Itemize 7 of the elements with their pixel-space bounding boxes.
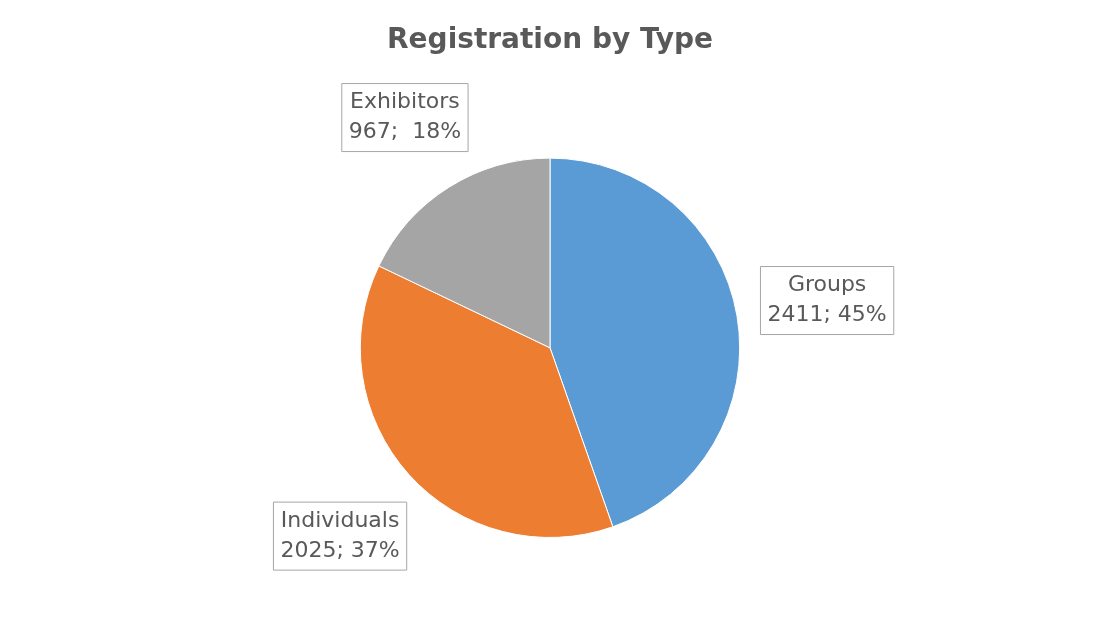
- data-label: 967; 18%: [348, 118, 462, 144]
- slice-label: Individuals: [280, 506, 400, 532]
- slice-label: Exhibitors: [350, 88, 460, 114]
- data-label: 2025; 37%: [280, 536, 400, 562]
- chart-title: Registration by Type: [387, 22, 713, 56]
- data-label: 2411; 45%: [767, 301, 887, 327]
- slice-label: Groups: [787, 271, 867, 297]
